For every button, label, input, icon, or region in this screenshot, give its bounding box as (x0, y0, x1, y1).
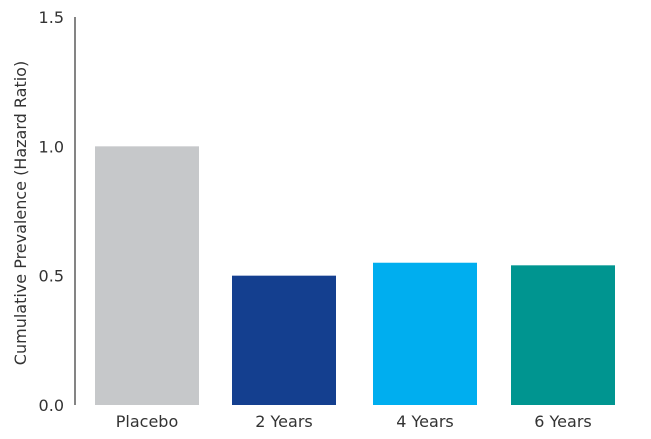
bar-4-years (373, 262, 477, 405)
tick-labels: 0.0 0.5 1.0 1.5 Placebo 2 Years 4 Years 6 Years (39, 8, 592, 431)
y-tick-label: 1.5 (39, 8, 64, 27)
bar-2-years (232, 275, 336, 405)
x-tick-label: Placebo (116, 412, 178, 431)
y-axis-label: Cumulative Prevalence (Hazard Ratio) (11, 61, 30, 365)
x-tick-label: 4 Years (396, 412, 453, 431)
bar-6-years (511, 265, 615, 405)
y-tick-label: 0.5 (39, 267, 64, 286)
bar-placebo (95, 146, 199, 406)
x-tick-label: 6 Years (534, 412, 591, 431)
x-tick-label: 2 Years (255, 412, 312, 431)
bars (95, 146, 615, 406)
y-tick-label: 0.0 (39, 396, 64, 415)
y-tick-label: 1.0 (39, 137, 64, 156)
